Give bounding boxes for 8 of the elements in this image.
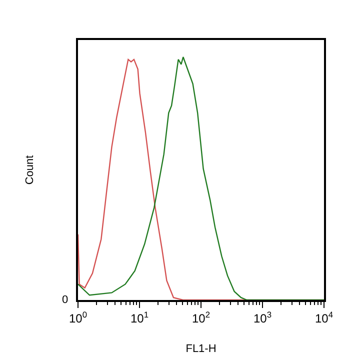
x-axis-title: FL1-H — [186, 343, 216, 356]
x-tick-label: 10$^{2}$ — [192, 309, 210, 326]
x-tick-label: 10$^{1}$ — [130, 309, 149, 326]
x-tick-label: 10$^{0}$ — [68, 309, 88, 326]
x-tick-label: 10$^{3}$ — [253, 309, 272, 326]
y-axis-title: Count — [24, 155, 36, 185]
text: 0 — [62, 294, 68, 306]
x-tick-label: 10$^{4}$ — [314, 309, 334, 326]
